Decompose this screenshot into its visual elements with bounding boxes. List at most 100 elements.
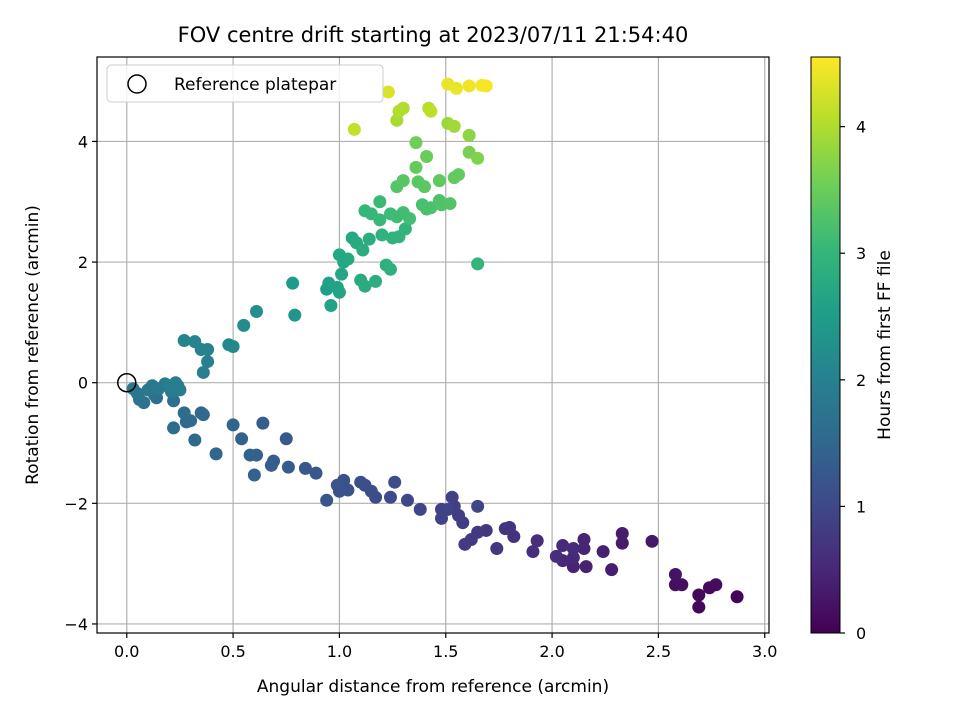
y-tick-label: 2 [78,253,88,272]
data-point [196,365,210,379]
data-point [443,197,457,211]
data-point [420,150,434,164]
data-point [356,243,370,257]
data-point [645,534,659,548]
legend-marker [127,74,147,94]
data-point [309,466,323,480]
data-point [362,232,376,246]
chart-title: FOV centre drift starting at 2023/07/11 … [178,23,689,47]
data-point [264,458,278,472]
data-point [417,180,431,194]
y-axis-label: Rotation from reference (arcmin) [23,205,43,485]
x-tick-label: 0.5 [220,642,245,661]
data-point [526,545,540,559]
data-point [596,545,610,559]
data-point [566,551,580,565]
data-point [335,267,349,281]
data-point [413,502,427,516]
data-point [709,578,723,592]
data-point [369,274,383,288]
data-point [177,406,191,420]
data-point [432,174,446,188]
data-point [235,432,249,446]
axis-ticks: 0.0 0.5 1.0 1.5 2.0 2.5 3.0 −4 −2 0 2 4 [64,132,777,661]
data-point [396,174,410,188]
data-point [424,201,438,215]
data-point [566,542,580,556]
data-point [462,79,476,93]
data-point [498,522,512,536]
data-point [471,151,485,165]
x-tick-label: 3.0 [752,642,777,661]
data-point [373,213,387,227]
data-point [668,567,682,581]
data-point [286,276,300,290]
data-point [392,104,406,118]
data-point [375,228,389,242]
data-point [424,104,438,118]
data-point [615,526,629,540]
data-point [458,537,472,551]
colorbar-tick-label: 1 [856,497,866,516]
data-point [675,578,689,592]
colorbar-label: Hours from first FF file [875,250,895,440]
data-point [237,318,251,332]
data-point [471,257,485,271]
data-point [288,308,302,322]
y-tick-label: 4 [78,132,88,151]
data-point [332,285,346,299]
data-point [579,560,593,574]
data-point [167,421,181,435]
data-point [530,534,544,548]
data-point [196,408,210,422]
legend: Reference platepar [106,64,384,103]
data-point [177,333,191,347]
data-point [605,563,619,577]
data-point [341,252,355,266]
data-point [281,460,295,474]
data-point [452,168,466,182]
data-point [201,355,215,369]
data-point [358,279,372,293]
y-tick-label: −4 [64,615,88,634]
data-point [162,379,176,393]
reference-marker [117,372,137,393]
data-point [188,433,202,447]
data-point [692,600,706,614]
colorbar-tick-label: 4 [856,118,866,137]
x-tick-label: 1.5 [433,642,458,661]
data-point [435,511,449,525]
legend-label: Reference platepar [174,75,336,95]
data-point [556,539,570,553]
x-tick-label: 2.5 [646,642,671,661]
data-point [243,448,257,462]
legend-box [106,64,384,103]
data-point [409,136,423,150]
data-point [279,432,293,446]
data-point [249,305,263,319]
x-tick-label: 2.0 [539,642,564,661]
data-point [462,128,476,142]
colorbar-tick-label: 3 [856,244,866,263]
data-point [479,79,493,93]
data-point [226,418,240,432]
x-axis-label: Angular distance from reference (arcmin) [257,677,609,697]
data-point [373,195,387,209]
data-point [320,493,334,507]
data-point [692,588,706,602]
x-tick-label: 0.0 [114,642,139,661]
colorbar-tick-label: 0 [856,624,866,643]
data-point [615,536,629,550]
data-point [298,461,312,475]
x-tick-label: 1.0 [327,642,352,661]
data-point [577,533,591,547]
data-point [347,122,361,136]
data-point [730,590,744,604]
colorbar-tick-label: 2 [856,371,866,390]
data-point [398,222,412,236]
data-point [441,502,455,516]
data-point [566,560,580,574]
plot-frame [96,56,770,634]
